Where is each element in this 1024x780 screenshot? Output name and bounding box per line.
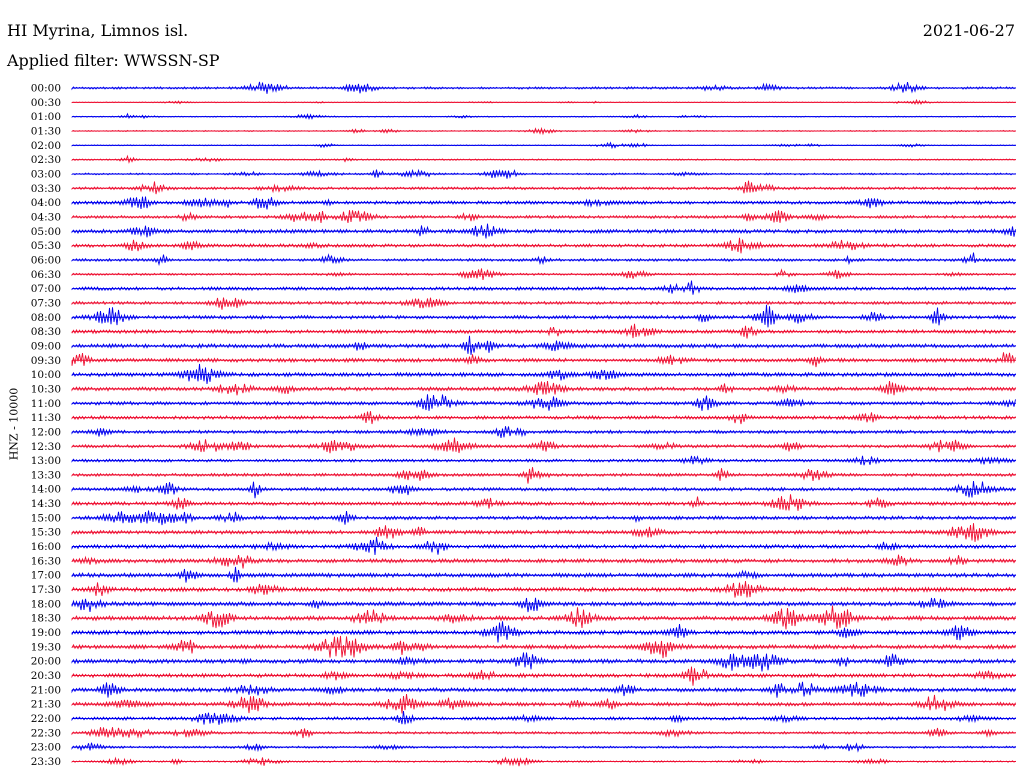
trace-row	[71, 252, 1016, 267]
row-time-label: 22:30	[31, 727, 61, 739]
row-time-label: 14:30	[31, 498, 61, 510]
row-time-label: 09:30	[31, 355, 61, 367]
row-time-label: 15:30	[31, 527, 61, 539]
row-time-label: 02:30	[31, 154, 61, 166]
row-time-label: 18:30	[31, 613, 61, 625]
trace-row	[71, 237, 1016, 254]
trace-row	[71, 494, 1016, 511]
row-time-label: 22:00	[31, 713, 61, 725]
row-time-label: 03:00	[31, 168, 61, 180]
trace-row	[71, 635, 1016, 659]
row-time-label: 10:30	[31, 383, 61, 395]
trace-row	[71, 554, 1016, 569]
row-time-label: 01:00	[31, 111, 61, 123]
row-time-label: 11:00	[31, 398, 61, 410]
trace-row	[71, 523, 1016, 542]
row-time-label: 00:00	[31, 83, 61, 95]
row-time-label: 01:30	[31, 125, 61, 137]
row-time-label: 07:00	[31, 283, 61, 295]
trace-row	[71, 280, 1016, 295]
row-time-label: 13:30	[31, 469, 61, 481]
row-time-label: 18:00	[31, 598, 61, 610]
filter-label: Applied filter: WWSSN-SP	[7, 51, 220, 70]
trace-row	[71, 81, 1016, 94]
row-time-label: 03:30	[31, 183, 61, 195]
trace-row	[71, 352, 1016, 368]
trace-row	[71, 223, 1016, 239]
trace-row	[71, 437, 1016, 454]
row-time-label: 05:30	[31, 240, 61, 252]
trace-row	[71, 681, 1016, 698]
row-time-label: 12:30	[31, 441, 61, 453]
row-time-label: 02:00	[31, 140, 61, 152]
row-time-label: 21:30	[31, 699, 61, 711]
trace-row	[71, 597, 1016, 613]
trace-row	[71, 297, 1016, 310]
row-time-label: 05:00	[31, 226, 61, 238]
trace-row	[71, 180, 1016, 195]
row-time-label: 16:00	[31, 541, 61, 553]
row-time-label: 19:00	[31, 627, 61, 639]
trace-row	[71, 335, 1016, 355]
trace-row	[71, 196, 1016, 210]
trace-row	[71, 694, 1016, 714]
row-time-label: 04:00	[31, 197, 61, 209]
row-time-label: 15:00	[31, 512, 61, 524]
trace-row	[71, 381, 1016, 396]
row-time-label: 04:30	[31, 211, 61, 223]
trace-row	[71, 536, 1016, 556]
row-time-label: 00:30	[31, 97, 61, 109]
row-time-label: 19:30	[31, 641, 61, 653]
trace-row	[71, 580, 1016, 598]
row-time-label: 09:00	[31, 340, 61, 352]
trace-row	[71, 363, 1016, 384]
row-time-label: 23:00	[31, 742, 61, 754]
row-time-label: 08:00	[31, 312, 61, 324]
row-time-label: 08:30	[31, 326, 61, 338]
trace-row	[71, 304, 1016, 328]
trace-row	[71, 621, 1016, 643]
plot-date: 2021-06-27	[922, 21, 1015, 40]
row-time-label: 20:30	[31, 670, 61, 682]
trace-row	[71, 566, 1016, 583]
row-time-label: 07:30	[31, 297, 61, 309]
trace-row	[71, 467, 1016, 484]
trace-row	[71, 210, 1016, 223]
station-title: HI Myrina, Limnos isl.	[7, 21, 189, 40]
trace-row	[71, 426, 1016, 438]
trace-row	[71, 666, 1016, 686]
row-time-label: 06:30	[31, 269, 61, 281]
trace-row	[71, 510, 1016, 526]
trace-row	[71, 455, 1016, 466]
trace-row	[71, 323, 1016, 339]
trace-row	[71, 394, 1016, 411]
trace-row	[71, 411, 1016, 425]
trace-row	[71, 268, 1016, 280]
row-time-label: 17:00	[31, 570, 61, 582]
trace-row	[71, 742, 1016, 753]
row-time-label: 23:30	[31, 756, 61, 768]
row-time-label: 16:30	[31, 555, 61, 567]
row-time-label: 12:00	[31, 426, 61, 438]
row-time-label: 20:00	[31, 656, 61, 668]
row-time-label: 17:30	[31, 584, 61, 596]
row-time-label: 11:30	[31, 412, 61, 424]
trace-row	[71, 727, 1016, 739]
row-time-label: 14:00	[31, 484, 61, 496]
trace-row	[71, 710, 1016, 725]
row-time-label: 06:00	[31, 254, 61, 266]
row-time-label: 21:00	[31, 684, 61, 696]
row-time-label: 10:00	[31, 369, 61, 381]
row-time-label: 13:00	[31, 455, 61, 467]
trace-row	[71, 605, 1016, 630]
trace-row	[71, 652, 1016, 672]
